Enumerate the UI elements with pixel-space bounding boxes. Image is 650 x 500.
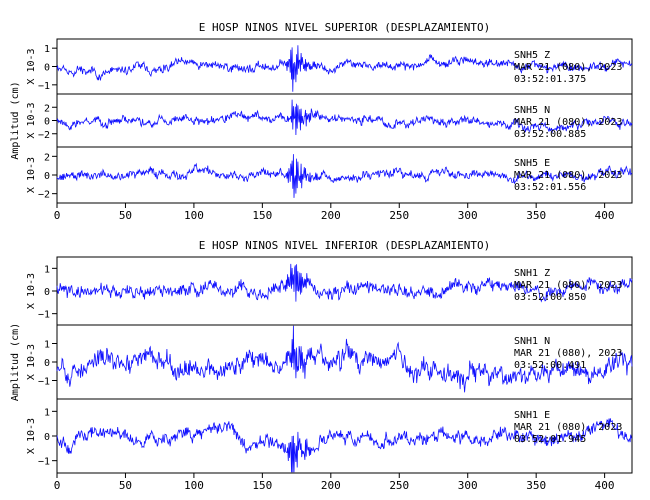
trace-station-label: SNH1 Z <box>514 268 550 279</box>
trace-station-label: SNH1 E <box>514 410 550 421</box>
trace-date-label: MAR 21 (080), 2023 <box>514 280 622 291</box>
y-tick-label: 1 <box>44 44 50 55</box>
y-unit-label: X 10-3 <box>26 157 37 193</box>
trace-time-label: 03:52:00.885 <box>514 129 586 140</box>
y-tick-label: −1 <box>38 81 50 92</box>
chart-title: E HOSP NINOS NIVEL INFERIOR (DESPLAZAMIE… <box>199 239 490 252</box>
waveform-trace <box>56 418 633 473</box>
trace-time-label: 03:52:01.375 <box>514 74 586 85</box>
trace-date-label: MAR 21 (080), 2023 <box>514 62 622 73</box>
trace-time-label: 03:52:00.850 <box>514 292 586 303</box>
y-tick-label: 0 <box>44 117 50 128</box>
x-tick-label: 400 <box>595 209 615 222</box>
x-tick-label: 100 <box>184 209 204 222</box>
y-unit-label: X 10-3 <box>26 273 37 309</box>
y-axis-label: Amplitud (cm) <box>10 81 21 159</box>
trace-station-label: SNH5 N <box>514 105 550 116</box>
x-tick-label: 200 <box>321 479 341 492</box>
y-unit-label: X 10-3 <box>26 418 37 454</box>
x-tick-label: 350 <box>526 209 546 222</box>
chart-title: E HOSP NINOS NIVEL SUPERIOR (DESPLAZAMIE… <box>199 21 490 34</box>
x-tick-label: 0 <box>54 479 61 492</box>
trace-date-label: MAR 21 (080), 2023 <box>514 422 622 433</box>
waveform-trace <box>56 154 633 198</box>
waveform-trace <box>56 99 633 136</box>
waveform-trace <box>56 325 633 393</box>
x-tick-label: 350 <box>526 479 546 492</box>
x-tick-label: 300 <box>458 209 478 222</box>
trace-time-label: 03:52:01.556 <box>514 182 586 193</box>
y-tick-label: −1 <box>38 377 50 388</box>
seismogram-chart-1: E HOSP NINOS NIVEL SUPERIOR (DESPLAZAMIE… <box>10 21 633 222</box>
x-tick-label: 200 <box>321 209 341 222</box>
trace-station-label: SNH5 E <box>514 158 550 169</box>
x-tick-label: 400 <box>595 479 615 492</box>
y-tick-label: 2 <box>44 152 50 163</box>
waveform-trace <box>56 45 633 92</box>
trace-time-label: 03:52:00.491 <box>514 360 586 371</box>
trace-date-label: MAR 21 (080), 2023 <box>514 170 622 181</box>
x-tick-label: 150 <box>252 209 272 222</box>
y-tick-label: −1 <box>38 457 50 468</box>
x-tick-label: 250 <box>389 209 409 222</box>
y-tick-label: 1 <box>44 407 50 418</box>
x-tick-label: 300 <box>458 479 478 492</box>
trace-station-label: SNH1 N <box>514 336 550 347</box>
y-tick-label: 1 <box>44 340 50 351</box>
trace-date-label: MAR 21 (080), 2023 <box>514 117 622 128</box>
y-axis-label: Amplitud (cm) <box>10 323 21 401</box>
y-tick-label: −1 <box>38 310 50 321</box>
y-unit-label: X 10-3 <box>26 102 37 138</box>
y-tick-label: 0 <box>44 63 50 74</box>
y-tick-label: −2 <box>38 130 50 141</box>
x-tick-label: 50 <box>119 209 132 222</box>
trace-station-label: SNH5 Z <box>514 50 550 61</box>
y-tick-label: −2 <box>38 190 50 201</box>
y-tick-label: 0 <box>44 171 50 182</box>
seismogram-chart-2: E HOSP NINOS NIVEL INFERIOR (DESPLAZAMIE… <box>10 239 633 492</box>
y-tick-label: 0 <box>44 287 50 298</box>
x-tick-label: 0 <box>54 209 61 222</box>
y-unit-label: X 10-3 <box>26 344 37 380</box>
x-tick-label: 150 <box>252 479 272 492</box>
y-unit-label: X 10-3 <box>26 48 37 84</box>
x-tick-label: 50 <box>119 479 132 492</box>
trace-time-label: 03:52:01.945 <box>514 434 586 445</box>
y-tick-label: 0 <box>44 432 50 443</box>
y-tick-label: 0 <box>44 358 50 369</box>
y-tick-label: 1 <box>44 264 50 275</box>
x-tick-label: 100 <box>184 479 204 492</box>
y-tick-label: 2 <box>44 103 50 114</box>
waveform-trace <box>56 263 633 303</box>
trace-date-label: MAR 21 (080), 2023 <box>514 348 622 359</box>
x-tick-label: 250 <box>389 479 409 492</box>
